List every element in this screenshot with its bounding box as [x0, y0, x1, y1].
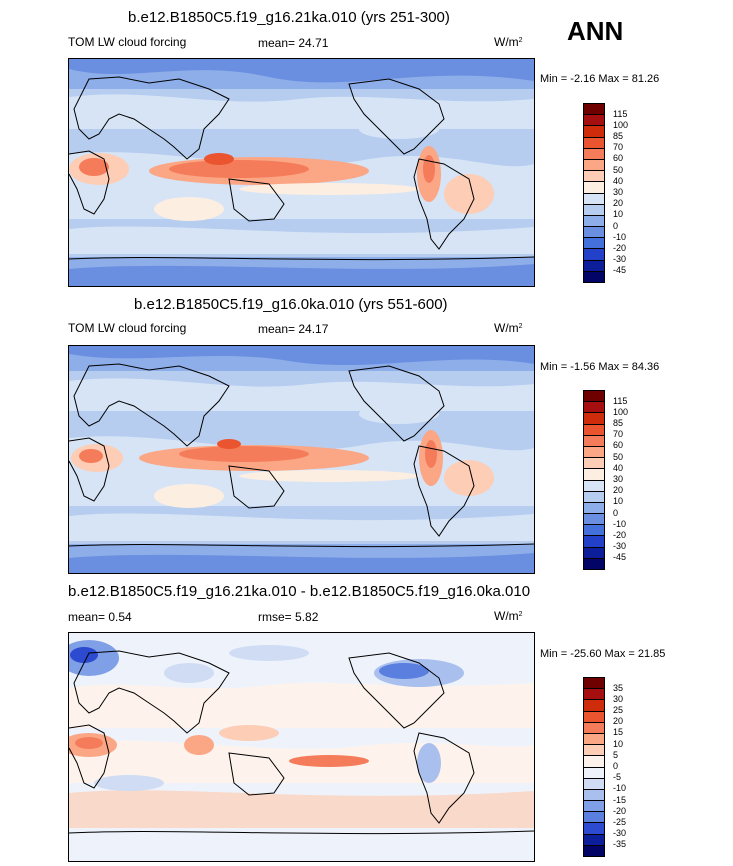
panel3-rmse-label: rmse=	[258, 610, 292, 624]
panel2-colorbar-tick-label: 60	[613, 440, 624, 451]
panel3-rmse-value: 5.82	[295, 610, 319, 624]
panel1-units-base: W/m	[494, 35, 519, 49]
panel3-units-base: W/m	[494, 609, 519, 623]
panel3-colorbar-tick-label: 5	[613, 749, 619, 760]
panel3-colorbar-tick-label: 30	[613, 693, 624, 704]
panel2-minmax: Min = -1.56 Max = 84.36	[540, 361, 659, 373]
panel2-mean-value: 24.17	[298, 322, 329, 336]
panel3-map	[68, 632, 535, 862]
panel3-units-sup: 2	[518, 611, 523, 618]
panel2-colorbar-tick-label: 85	[613, 418, 624, 429]
panel1-field-label: TOM LW cloud forcing	[68, 35, 187, 49]
panel1-mean: mean= 24.71	[258, 36, 328, 50]
panel1-colorbar-tick-label: 60	[613, 153, 624, 164]
panel1-map	[68, 58, 535, 287]
panel2-colorbar-tick-label: 0	[613, 507, 619, 518]
panel2-mean: mean= 24.17	[258, 322, 328, 336]
panel1-colorbar-tick-label: 10	[613, 209, 624, 220]
panel3-colorbar-tick-label: -10	[613, 783, 627, 794]
panel3-max-label: Max =	[604, 648, 635, 660]
panel3-colorbar-tick-label: 20	[613, 716, 624, 727]
panel3-min-label: Min =	[540, 648, 568, 660]
panel2-units-base: W/m	[494, 321, 519, 335]
panel3-colorbar-tick-label: 25	[613, 705, 624, 716]
panel3-units: W/m2	[494, 609, 523, 623]
panel1-colorbar-tick-label: -30	[613, 254, 627, 265]
panel2-colorbar-tick-label: 10	[613, 496, 624, 507]
panel2-map	[68, 345, 535, 574]
panel1-max-value: 81.26	[631, 73, 660, 85]
panel1-max-label: Max =	[598, 73, 629, 85]
panel1-mean-value: 24.71	[298, 36, 329, 50]
panel2-mean-label: mean=	[258, 322, 296, 336]
panel2-max-label: Max =	[598, 361, 629, 373]
panel1-units: W/m2	[494, 35, 523, 49]
panel1-colorbar: 115 100 85 70 60 50 40 30 20 10 0 -10 -20 -30 -45	[583, 103, 628, 283]
panel1-minmax: Min = -2.16 Max = 81.26	[540, 73, 659, 85]
panel3-colorbar-tick-label: -5	[613, 772, 622, 783]
panel2-max-value: 84.36	[631, 361, 660, 373]
panel3-colorbar-tick-label: 10	[613, 738, 624, 749]
panel3-colorbar-tick-label: 35	[613, 682, 624, 693]
panel3-max-value: 21.85	[637, 648, 666, 660]
panel1-colorbar-tick-label: 40	[613, 175, 624, 186]
panel1-mean-label: mean=	[258, 36, 296, 50]
panel3-mean-label: mean=	[68, 610, 106, 624]
panel1-units-sup: 2	[518, 37, 523, 44]
panel1-colorbar-tick-label: 100	[613, 119, 629, 130]
panel3-rmse: rmse= 5.82	[258, 610, 318, 624]
panel1-title: b.e12.B1850C5.f19_g16.21ka.010 (yrs 251-…	[128, 9, 450, 26]
panel2-colorbar-tick-label: 50	[613, 451, 624, 462]
panel2-colorbar-tick-label: 70	[613, 429, 624, 440]
panel2-units: W/m2	[494, 321, 523, 335]
panel2-colorbar-tick-label: -30	[613, 541, 627, 552]
panel2-units-sup: 2	[518, 323, 523, 330]
panel1-colorbar-tick-label: -45	[613, 265, 627, 276]
panel3-colorbar-tick-label: -20	[613, 805, 627, 816]
panel2-min-label: Min =	[540, 361, 568, 373]
panel3-minmax: Min = -25.60 Max = 21.85	[540, 648, 665, 660]
season-label: ANN	[567, 16, 624, 46]
panel2-colorbar-tick-label: -10	[613, 518, 627, 529]
panel3-colorbar: 35 30 25 20 15 10 5 0 -5 -10 -15 -20 -25 -30 -35	[583, 677, 626, 857]
panel3-colorbar-tick-label: -30	[613, 828, 627, 839]
panel3-colorbar-tick-label: -25	[613, 816, 627, 827]
panel2-colorbar-tick-label: 100	[613, 406, 629, 417]
panel1-colorbar-tick-label: 85	[613, 131, 624, 142]
panel3-map-field	[69, 633, 534, 861]
panel1-colorbar-tick-label: 20	[613, 198, 624, 209]
panel2-title: b.e12.B1850C5.f19_g16.0ka.010 (yrs 551-6…	[134, 296, 448, 313]
panel1-colorbar-tick-label: -20	[613, 242, 627, 253]
panel1-map-field	[69, 59, 534, 286]
panel2-colorbar-tick-label: 30	[613, 474, 624, 484]
panel1-colorbar-tick-label: -10	[613, 231, 627, 242]
panel2-colorbar-tick-label: 115	[613, 395, 628, 406]
panel2-min-value: -1.56	[570, 361, 596, 373]
panel3-title: b.e12.B1850C5.f19_g16.21ka.010 - b.e12.B…	[68, 583, 531, 600]
panel2-colorbar-tick-label: -45	[613, 552, 627, 563]
panel2-map-field	[69, 346, 534, 573]
panel1-colorbar-tick-label: 70	[613, 142, 624, 153]
panel1-min-value: -2.16	[570, 73, 596, 85]
panel2-colorbar: 115 100 85 70 60 50 40 30 20 10 0 -10 -20 -30 -45	[583, 390, 628, 570]
panel3-colorbar-tick-label: 15	[613, 727, 624, 738]
panel3-min-value: -25.60	[570, 648, 602, 660]
panel2-colorbar-tick-label: 20	[613, 485, 624, 496]
panel3-mean-value: 0.54	[108, 610, 132, 624]
panel3-colorbar-tick-label: -15	[613, 794, 627, 805]
panel2-colorbar-tick-label: 40	[613, 462, 624, 473]
panel1-min-label: Min =	[540, 73, 568, 85]
panel3-colorbar-tick-label: 0	[613, 761, 619, 771]
panel1-colorbar-swatch	[583, 270, 605, 283]
panel2-field-label: TOM LW cloud forcing	[68, 321, 187, 335]
panel1-colorbar-tick-label: 30	[613, 187, 624, 197]
panel3-mean: mean= 0.54	[68, 610, 132, 624]
panel2-colorbar-tick-label: -20	[613, 529, 627, 540]
panel2-colorbar-swatch	[583, 557, 605, 570]
panel1-colorbar-tick-label: 50	[613, 164, 624, 175]
panel1-colorbar-tick-label: 0	[613, 220, 619, 231]
panel3-colorbar-swatch	[583, 844, 605, 857]
panel3-colorbar-tick-label: -35	[613, 839, 627, 850]
panel1-colorbar-tick-label: 115	[613, 108, 628, 119]
